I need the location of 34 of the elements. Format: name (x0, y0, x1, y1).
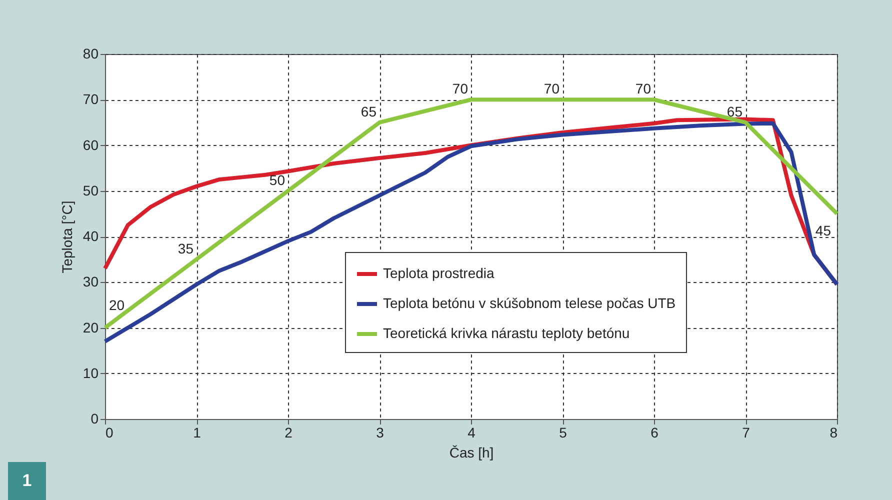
text: 1 (8, 462, 46, 500)
line-series (103, 121, 839, 344)
y-tick-label: 50 (82, 182, 99, 198)
data-label: 35 (178, 240, 194, 256)
data-label: 70 (635, 80, 652, 97)
data-label: 65 (726, 103, 743, 120)
x-tick-label: 0 (106, 424, 114, 440)
data-label: 65 (360, 103, 377, 120)
data-label: 70 (452, 80, 468, 97)
y-axis-title: Teplota [°C] (58, 200, 75, 274)
y-tick-label: 20 (82, 319, 99, 336)
legend-label: Teplota prostredia (383, 265, 495, 281)
x-tick-label: 3 (376, 424, 384, 440)
x-tick-label: 6 (650, 424, 659, 440)
y-tick-label: 10 (82, 364, 99, 381)
x-axis-title: Čas [h] (449, 444, 494, 460)
x-tick-label: 5 (559, 424, 568, 440)
x-tick-label: 4 (468, 424, 476, 440)
y-tick-label: 30 (82, 274, 99, 290)
data-label: 70 (544, 80, 560, 97)
x-tick-label: 7 (742, 424, 750, 440)
x-tick-label: 1 (193, 424, 202, 440)
y-tick-label: 40 (82, 228, 99, 244)
legend-label: Teplota betónu v skúšobnom telese počas UTB (383, 295, 676, 311)
data-label: 20 (109, 296, 125, 313)
data-label: 45 (815, 222, 832, 239)
y-tick-label: 70 (82, 91, 99, 108)
data-label: 50 (269, 172, 286, 188)
legend-label: Teoretická krivka nárastu teploty betónu (383, 325, 630, 341)
x-tick-label: 2 (284, 424, 293, 440)
y-tick-label: 80 (82, 46, 99, 62)
y-tick-label: 60 (82, 136, 99, 153)
y-tick-label: 0 (90, 410, 99, 426)
x-tick-label: 8 (830, 424, 838, 440)
